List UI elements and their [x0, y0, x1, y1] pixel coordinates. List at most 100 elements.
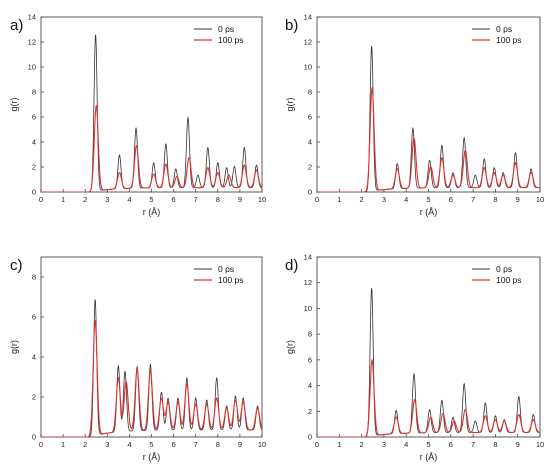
y-tick-label: 8: [308, 330, 312, 339]
x-tick-label: 10: [258, 195, 266, 204]
y-tick-label: 4: [308, 381, 312, 390]
x-tick-label: 0: [39, 195, 43, 204]
x-tick-label: 9: [238, 195, 242, 204]
x-tick-label: 2: [360, 195, 364, 204]
x-tick-label: 4: [404, 440, 408, 449]
y-tick-label: 4: [308, 138, 312, 147]
x-axis-label: r (Å): [143, 207, 161, 217]
x-tick-label: 6: [172, 440, 176, 449]
series-line-100ps: [41, 104, 262, 192]
y-tick-label: 14: [28, 13, 36, 22]
legend-box: [468, 21, 534, 47]
y-axis-label: g(r): [9, 98, 19, 112]
x-tick-label: 5: [426, 195, 430, 204]
legend-label: 100 ps: [496, 35, 522, 45]
x-tick-label: 6: [172, 195, 176, 204]
y-tick-label: 6: [32, 313, 36, 322]
legend-box: [468, 261, 534, 287]
y-tick-label: 0: [308, 188, 312, 197]
legend-label: 100 ps: [496, 275, 522, 285]
x-tick-label: 3: [105, 195, 109, 204]
y-tick-label: 2: [308, 163, 312, 172]
x-tick-label: 9: [516, 440, 520, 449]
x-tick-label: 4: [127, 440, 131, 449]
y-tick-label: 12: [28, 38, 36, 47]
x-tick-label: 1: [61, 195, 65, 204]
x-tick-label: 10: [536, 440, 544, 449]
panel-label: b): [285, 17, 298, 34]
y-axis-label: g(r): [285, 340, 295, 354]
y-tick-label: 4: [32, 353, 36, 362]
y-tick-label: 14: [304, 13, 312, 22]
series-line-0ps: [317, 45, 540, 192]
y-tick-label: 0: [308, 433, 312, 442]
x-tick-label: 2: [83, 440, 87, 449]
x-tick-label: 0: [39, 440, 43, 449]
y-tick-label: 10: [28, 63, 36, 72]
x-tick-label: 10: [536, 195, 544, 204]
legend-label: 100 ps: [218, 275, 244, 285]
y-tick-label: 2: [308, 407, 312, 416]
legend-label: 0 ps: [218, 264, 234, 274]
series-line-0ps: [317, 288, 540, 437]
x-tick-label: 7: [194, 195, 198, 204]
y-tick-label: 8: [32, 88, 36, 97]
x-tick-label: 3: [382, 195, 386, 204]
y-tick-label: 8: [308, 88, 312, 97]
x-tick-label: 5: [149, 440, 153, 449]
x-tick-label: 3: [105, 440, 109, 449]
x-axis-label: r (Å): [420, 452, 438, 462]
x-tick-label: 10: [258, 440, 266, 449]
y-tick-label: 0: [32, 188, 36, 197]
legend-box: [190, 261, 256, 287]
y-tick-label: 10: [304, 63, 312, 72]
x-tick-label: 8: [493, 195, 497, 204]
series-line-0ps: [41, 34, 262, 192]
y-tick-label: 6: [308, 113, 312, 122]
legend-label: 100 ps: [218, 35, 244, 45]
series-line-100ps: [317, 86, 540, 192]
x-tick-label: 1: [337, 440, 341, 449]
x-tick-label: 5: [149, 195, 153, 204]
y-tick-label: 6: [32, 113, 36, 122]
y-tick-label: 12: [304, 38, 312, 47]
x-tick-label: 3: [382, 440, 386, 449]
y-tick-label: 8: [32, 273, 36, 282]
y-tick-label: 2: [32, 163, 36, 172]
y-tick-label: 4: [32, 138, 36, 147]
legend-label: 0 ps: [218, 24, 234, 34]
x-axis-label: r (Å): [420, 207, 438, 217]
x-tick-label: 0: [315, 195, 319, 204]
y-axis-label: g(r): [285, 98, 295, 112]
x-tick-label: 7: [471, 440, 475, 449]
x-tick-label: 7: [194, 440, 198, 449]
x-tick-label: 5: [426, 440, 430, 449]
series-line-100ps: [41, 319, 262, 437]
legend-label: 0 ps: [496, 264, 512, 274]
legend-label: 0 ps: [496, 24, 512, 34]
x-tick-label: 0: [315, 440, 319, 449]
y-tick-label: 12: [304, 278, 312, 287]
x-tick-label: 4: [404, 195, 408, 204]
x-tick-label: 8: [493, 440, 497, 449]
x-tick-label: 9: [516, 195, 520, 204]
y-tick-label: 10: [304, 304, 312, 313]
x-tick-label: 6: [449, 440, 453, 449]
x-axis-label: r (Å): [143, 452, 161, 462]
y-axis-label: g(r): [9, 340, 19, 354]
legend-box: [190, 21, 256, 47]
x-tick-label: 6: [449, 195, 453, 204]
x-tick-label: 1: [337, 195, 341, 204]
x-tick-label: 4: [127, 195, 131, 204]
panel-label: c): [10, 257, 23, 274]
x-tick-label: 9: [238, 440, 242, 449]
panel-label: a): [10, 17, 23, 34]
y-tick-label: 14: [304, 253, 312, 262]
x-tick-label: 8: [216, 195, 220, 204]
y-tick-label: 0: [32, 433, 36, 442]
